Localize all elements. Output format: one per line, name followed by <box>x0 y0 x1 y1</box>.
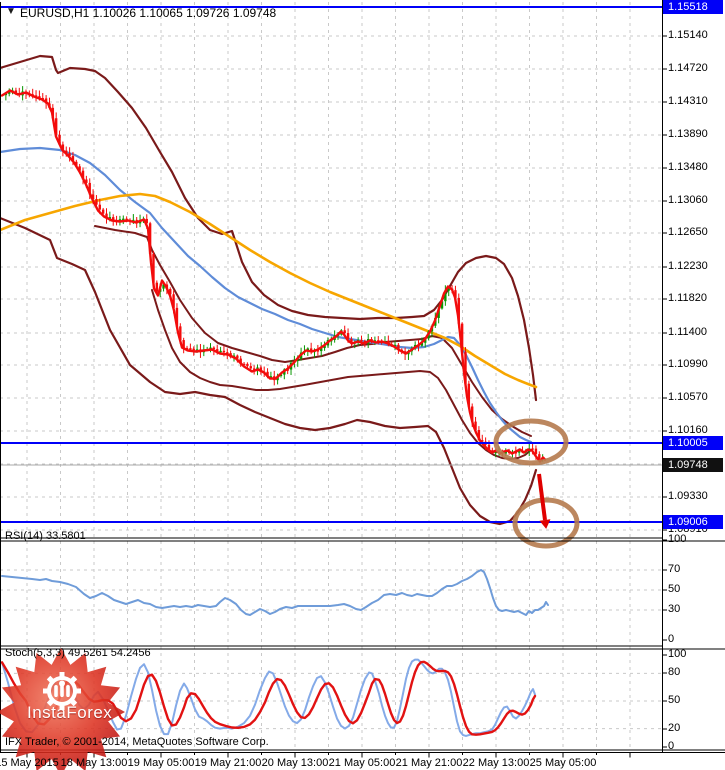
price-tick-label: 1.13060 <box>668 194 708 206</box>
oscillator-tick-label: 0 <box>668 633 675 645</box>
oscillator-tick-label: 50 <box>668 694 681 706</box>
price-tick-label: 1.14310 <box>668 95 708 107</box>
time-tick-label: 22 May 13:00 <box>462 757 530 769</box>
bb-upper-outer[interactable] <box>0 54 538 402</box>
current-price-badge: 1.09748 <box>663 458 723 472</box>
bb-lower-outer[interactable] <box>0 216 538 526</box>
time-tick-label: 21 May 05:00 <box>328 757 396 769</box>
chart-dropdown-icon[interactable]: ▼ <box>6 6 16 17</box>
time-tick-label: 21 May 21:00 <box>395 757 463 769</box>
sell-arrow[interactable] <box>537 473 551 529</box>
time-tick-label: 19 May 05:00 <box>127 757 195 769</box>
oscillator-tick-label: 0 <box>668 740 675 752</box>
price-tick-label: 1.15140 <box>668 29 708 41</box>
oscillator-tick-label: 20 <box>668 722 681 734</box>
rsi-indicator-label: RSI(14) 33.5801 <box>5 530 86 542</box>
price-tick-label: 1.13480 <box>668 161 708 173</box>
time-tick-label: 18 May 13:00 <box>60 757 128 769</box>
oscillator-tick-label: 30 <box>668 603 681 615</box>
ma-orange[interactable] <box>0 192 538 389</box>
logo-gear-icon <box>43 672 81 710</box>
time-tick-label: 19 May 21:00 <box>194 757 262 769</box>
oscillator-tick-label: 80 <box>668 666 681 678</box>
time-tick-label: 20 May 13:00 <box>261 757 329 769</box>
chart-title: EURUSD,H1 1.10026 1.10065 1.09726 1.0974… <box>20 6 277 20</box>
stochastic-indicator-label: Stoch(5,3,3) 49.5261 54.2456 <box>5 647 151 659</box>
price-tick-label: 1.11820 <box>668 292 707 304</box>
stoch-main-line[interactable] <box>1 658 536 737</box>
price-tick-label: 1.10990 <box>668 358 708 370</box>
price-tick-label: 1.10160 <box>668 424 708 436</box>
time-tick-label: 25 May 05:00 <box>529 757 597 769</box>
ma-fast-red[interactable] <box>0 89 547 463</box>
level-price-badge: 1.15518 <box>663 0 723 14</box>
time-tick-label: 15 May 2015 <box>0 757 59 769</box>
logo-brand-text: InstaForex <box>27 703 113 722</box>
oscillator-tick-label: 100 <box>668 533 687 545</box>
price-tick-label: 1.10570 <box>668 391 708 403</box>
target-ellipse[interactable] <box>512 497 580 549</box>
bb-upper-inner[interactable] <box>94 225 532 437</box>
instaforex-logo <box>0 648 125 770</box>
price-tick-label: 1.12650 <box>668 226 708 238</box>
price-tick-label: 1.09330 <box>668 490 708 502</box>
level-price-badge: 1.09006 <box>663 515 723 529</box>
price-tick-label: 1.14720 <box>668 62 708 74</box>
rsi-line[interactable] <box>1 569 549 616</box>
level-price-badge: 1.10005 <box>663 436 723 450</box>
price-tick-label: 1.11400 <box>668 326 707 338</box>
copyright-text: IFX Trader, © 2001-2014, MetaQuotes Soft… <box>5 736 269 748</box>
oscillator-tick-label: 100 <box>668 648 687 660</box>
oscillator-tick-label: 70 <box>668 563 681 575</box>
resistance-ellipse[interactable] <box>493 418 569 466</box>
bb-lower-inner[interactable] <box>151 289 532 460</box>
price-tick-label: 1.13890 <box>668 128 708 140</box>
oscillator-tick-label: 50 <box>668 583 681 595</box>
price-tick-label: 1.12230 <box>668 260 708 272</box>
